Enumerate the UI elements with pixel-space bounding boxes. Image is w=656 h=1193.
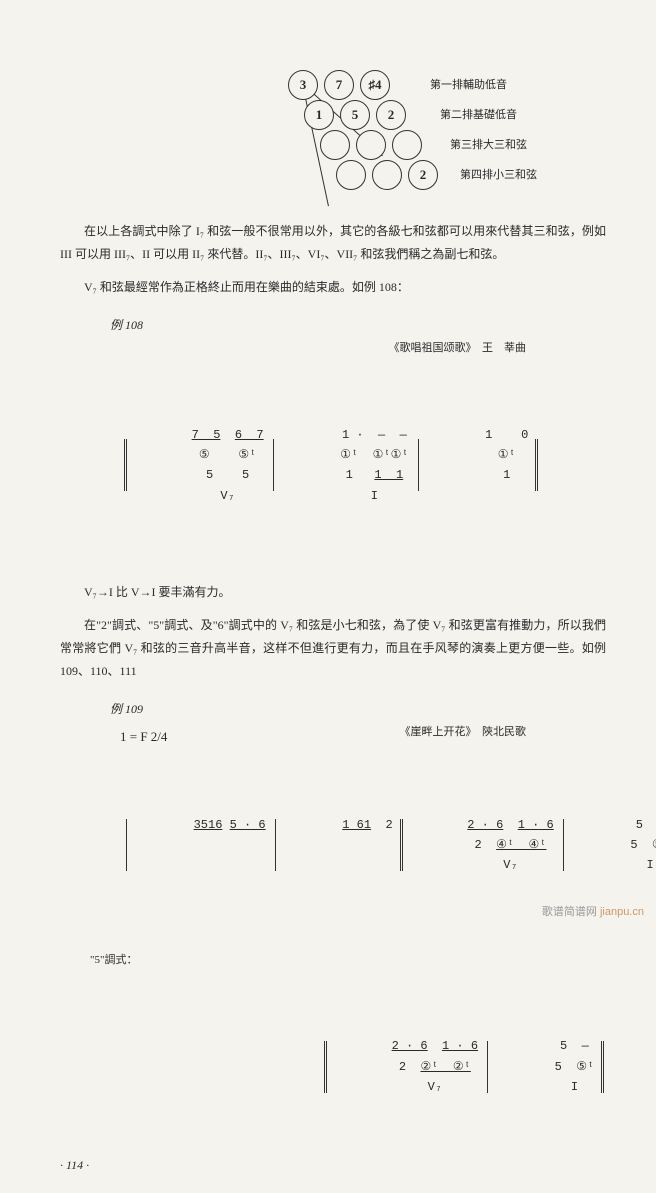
example-108-notation: 7 5 6 7 ⑤ ⑤ᵗ 5 5 V₇ 1 · — — ①ᵗ ①ᵗ①ᵗ 1 1 … [120,363,566,567]
example-109-title: 《崖畔上开花》 陝北民歌 [400,723,527,745]
paragraph-1b: V₇ 和弦最經常作為正格終止而用在樂曲的結束處。如例 108： [60,276,606,299]
diagram-row-label: 第一排輔助低音 [430,76,507,92]
example-109-label: 例 109 [110,700,606,717]
diagram-row-label: 第三排大三和弦 [450,136,527,152]
diagram-button: 3 [288,70,318,100]
mode-5-label: "5"調式： [90,951,606,967]
paragraph-2b: 在"2"調式、"5"調式、及"6"調式中的 V₇ 和弦是小七和弦，為了使 V₇ … [60,614,606,682]
diagram-button: 7 [324,70,354,100]
diagram-button [356,130,386,160]
example-109-notation-line2: 2 · 6 1 · 6 2 ②ᵗ ②ᵗ V₇ 5 — 5 ⑤ᵗ I [120,975,566,1159]
diagram-button: 2 [376,100,406,130]
page-number: · 114 · [60,1158,89,1173]
watermark: 歌谱简谱网 jianpu.cn [542,903,644,919]
example-108-label: 例 108 [110,316,606,333]
diagram-button [320,130,350,160]
diagram-button: ♯4 [360,70,390,100]
diagram-row-label: 第四排小三和弦 [460,166,537,182]
example-109-notation-line1: 3516 5 · 6 1 61 2 2 · 6 1 · 6 2 ④ᵗ ④ᵗ V₇… [120,753,566,937]
example-108-title: 《歌唱祖国颂歌》 王 莘曲 [60,339,526,355]
diagram-button: 5 [340,100,370,130]
paragraph-2a: V₇→I 比 V→I 要丰滿有力。 [60,581,606,604]
diagram-button [372,160,402,190]
accordion-button-diagram: 37♯41522 第一排輔助低音第二排基礎低音第三排大三和弦第四排小三和弦 [240,70,560,200]
paragraph-1a: 在以上各調式中除了 I₇ 和弦一般不很常用以外，其它的各級七和弦都可以用來代替其… [60,220,606,266]
diagram-button [392,130,422,160]
diagram-button: 1 [304,100,334,130]
example-109-keysig: 1 = F 2/4 [120,729,167,745]
diagram-row-label: 第二排基礎低音 [440,106,517,122]
diagram-button: 2 [408,160,438,190]
diagram-button [336,160,366,190]
